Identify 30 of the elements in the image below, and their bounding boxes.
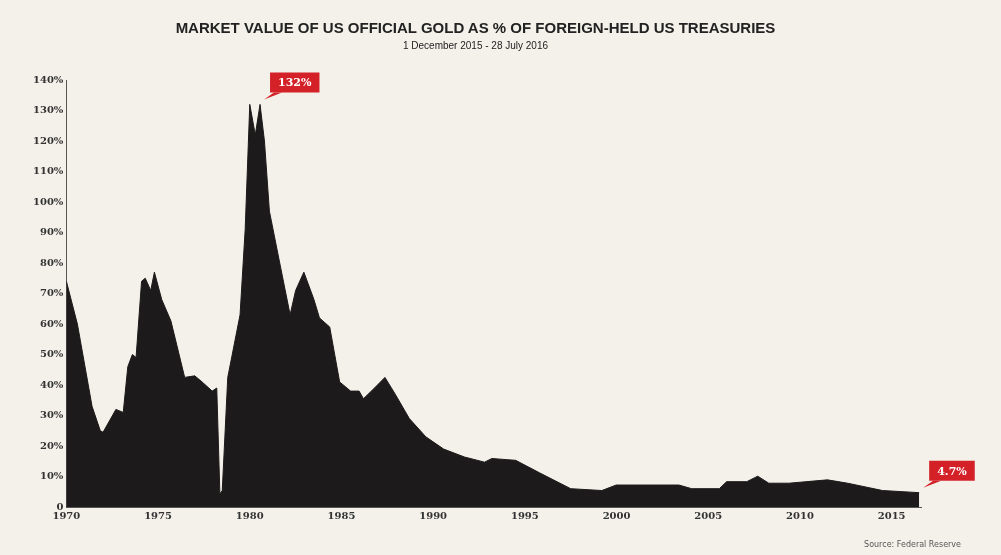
y-tick-label: 80% (39, 256, 64, 268)
y-tick-label: 40% (39, 378, 64, 390)
x-tick-label: 2015 (877, 509, 906, 521)
x-tick-label: 2000 (602, 509, 631, 521)
x-tick-label: 2005 (694, 509, 723, 521)
y-tick-label: 100% (32, 195, 64, 207)
x-tick-label: 1995 (510, 509, 539, 521)
chart-subtitle: 1 December 2015 - 28 July 2016 (402, 39, 549, 51)
x-tick-label: 2010 (786, 509, 814, 521)
annotation: 132% (278, 76, 312, 90)
y-tick-label: 10% (39, 470, 64, 482)
y-tick-label: 140% (32, 73, 64, 85)
x-tick-label: 1990 (419, 509, 448, 521)
y-tick-label: 20% (39, 439, 64, 451)
y-tick-label: 130% (32, 104, 64, 116)
x-tick-label: 1970 (52, 509, 81, 521)
x-tick-label: 1980 (235, 509, 264, 521)
chart-title: MARKET VALUE OF US OFFICIAL GOLD AS % OF FOREIGN-HELD US TREASURIES (175, 19, 776, 37)
y-tick-label: 60% (39, 317, 64, 329)
annotation: 4.7% (937, 464, 968, 478)
source-note: Source: Federal Reserve (864, 540, 962, 550)
y-tick-label: 120% (32, 134, 64, 146)
y-tick-label: 70% (39, 287, 64, 299)
y-tick-label: 50% (39, 348, 64, 360)
x-tick-label: 1975 (144, 509, 173, 521)
x-tick-label: 1985 (327, 509, 356, 521)
y-tick-label: 30% (39, 409, 64, 421)
y-tick-label: 90% (39, 226, 64, 238)
y-tick-label: 0 (56, 500, 64, 512)
y-tick-label: 110% (32, 165, 64, 177)
